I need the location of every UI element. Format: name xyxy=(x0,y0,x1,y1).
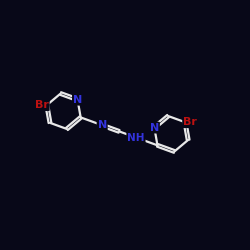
Text: N: N xyxy=(98,120,107,130)
Text: Br: Br xyxy=(35,100,49,110)
Text: NH: NH xyxy=(127,132,145,142)
Text: N: N xyxy=(73,95,82,105)
Text: N: N xyxy=(150,122,159,132)
Text: Br: Br xyxy=(183,117,197,127)
